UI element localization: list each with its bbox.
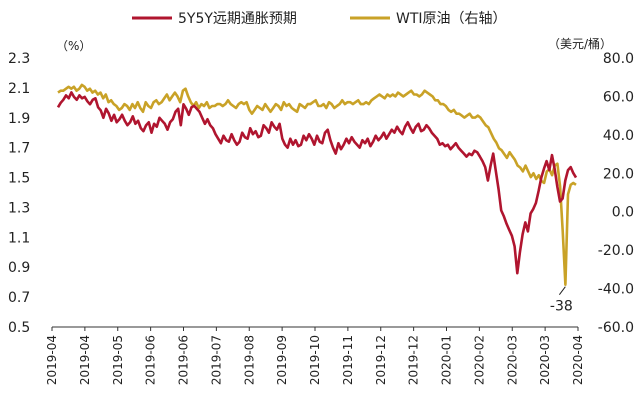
series-line-wti xyxy=(57,83,577,287)
right-tick-label: 60.0 xyxy=(603,89,634,105)
left-tick-label: 0.5 xyxy=(8,320,30,336)
left-tick-label: 1.7 xyxy=(8,141,30,157)
left-tick-label: 0.9 xyxy=(8,260,30,276)
left-axis-unit: （%） xyxy=(56,39,91,53)
x-axis: 2019-04 2019-04 2019-05 2019-06 2019-06 2019-… xyxy=(45,326,585,385)
annotation: -38 xyxy=(550,286,573,315)
right-tick-label: -40.0 xyxy=(598,282,634,298)
right-tick-label: 20.0 xyxy=(603,166,634,182)
x-tick-label: 2019-07 xyxy=(209,335,223,385)
left-tick-label: 1.5 xyxy=(8,171,30,187)
x-tick-label: 2020-03 xyxy=(538,335,552,385)
x-tick-label: 2019-06 xyxy=(177,335,191,385)
series-line-5y5y xyxy=(56,91,578,275)
x-tick-label: 2019-10 xyxy=(308,335,322,385)
x-tick-label: 2020-03 xyxy=(505,335,519,385)
left-tick-label: 1.1 xyxy=(8,230,30,246)
legend-label-wti: WTI原油（右轴） xyxy=(396,11,507,27)
annotation-leader xyxy=(558,286,566,296)
right-tick-label: 40.0 xyxy=(603,128,634,144)
right-tick-label: -60.0 xyxy=(598,320,634,336)
left-tick-label: 1.3 xyxy=(8,200,30,216)
right-tick-label: 80.0 xyxy=(603,51,634,67)
x-tick-label: 2019-08 xyxy=(242,335,256,385)
right-axis-unit: （美元/桶） xyxy=(548,36,612,51)
right-axis-ticks: 80.0 60.0 40.0 20.0 0.0 -20.0 -40.0 -60.0 xyxy=(598,51,634,336)
right-tick-label: -20.0 xyxy=(598,243,634,259)
x-tick-label: 2019-06 xyxy=(144,335,158,385)
right-tick-label: 0.0 xyxy=(612,205,634,221)
left-tick-label: 2.1 xyxy=(8,81,30,97)
legend-label-5y5y: 5Y5Y远期通胀预期 xyxy=(178,11,297,27)
x-tick-label: 2019-04 xyxy=(78,335,92,385)
x-tick-label: 2019-09 xyxy=(275,335,289,385)
x-tick-label: 2020-01 xyxy=(440,335,454,385)
series-layer xyxy=(56,83,578,287)
x-tick-label: 2020-02 xyxy=(472,335,486,385)
left-tick-label: 2.3 xyxy=(8,51,30,67)
left-tick-label: 1.9 xyxy=(8,111,30,127)
x-tick-label: 2019-12 xyxy=(407,335,421,385)
x-tick-label: 2019-11 xyxy=(341,335,355,385)
x-tick-label: 2019-05 xyxy=(111,335,125,385)
x-tick-label: 2020-04 xyxy=(571,335,585,385)
left-axis-ticks: 2.3 2.1 1.9 1.7 1.5 1.3 1.1 0.9 0.7 0.5 xyxy=(8,51,30,336)
left-tick-label: 0.7 xyxy=(8,290,30,306)
legend: 5Y5Y远期通胀预期 WTI原油（右轴） xyxy=(132,11,507,27)
annotation-label: -38 xyxy=(550,299,573,315)
x-tick-label: 2019-12 xyxy=(374,335,388,385)
x-tick-label: 2019-04 xyxy=(45,335,59,385)
